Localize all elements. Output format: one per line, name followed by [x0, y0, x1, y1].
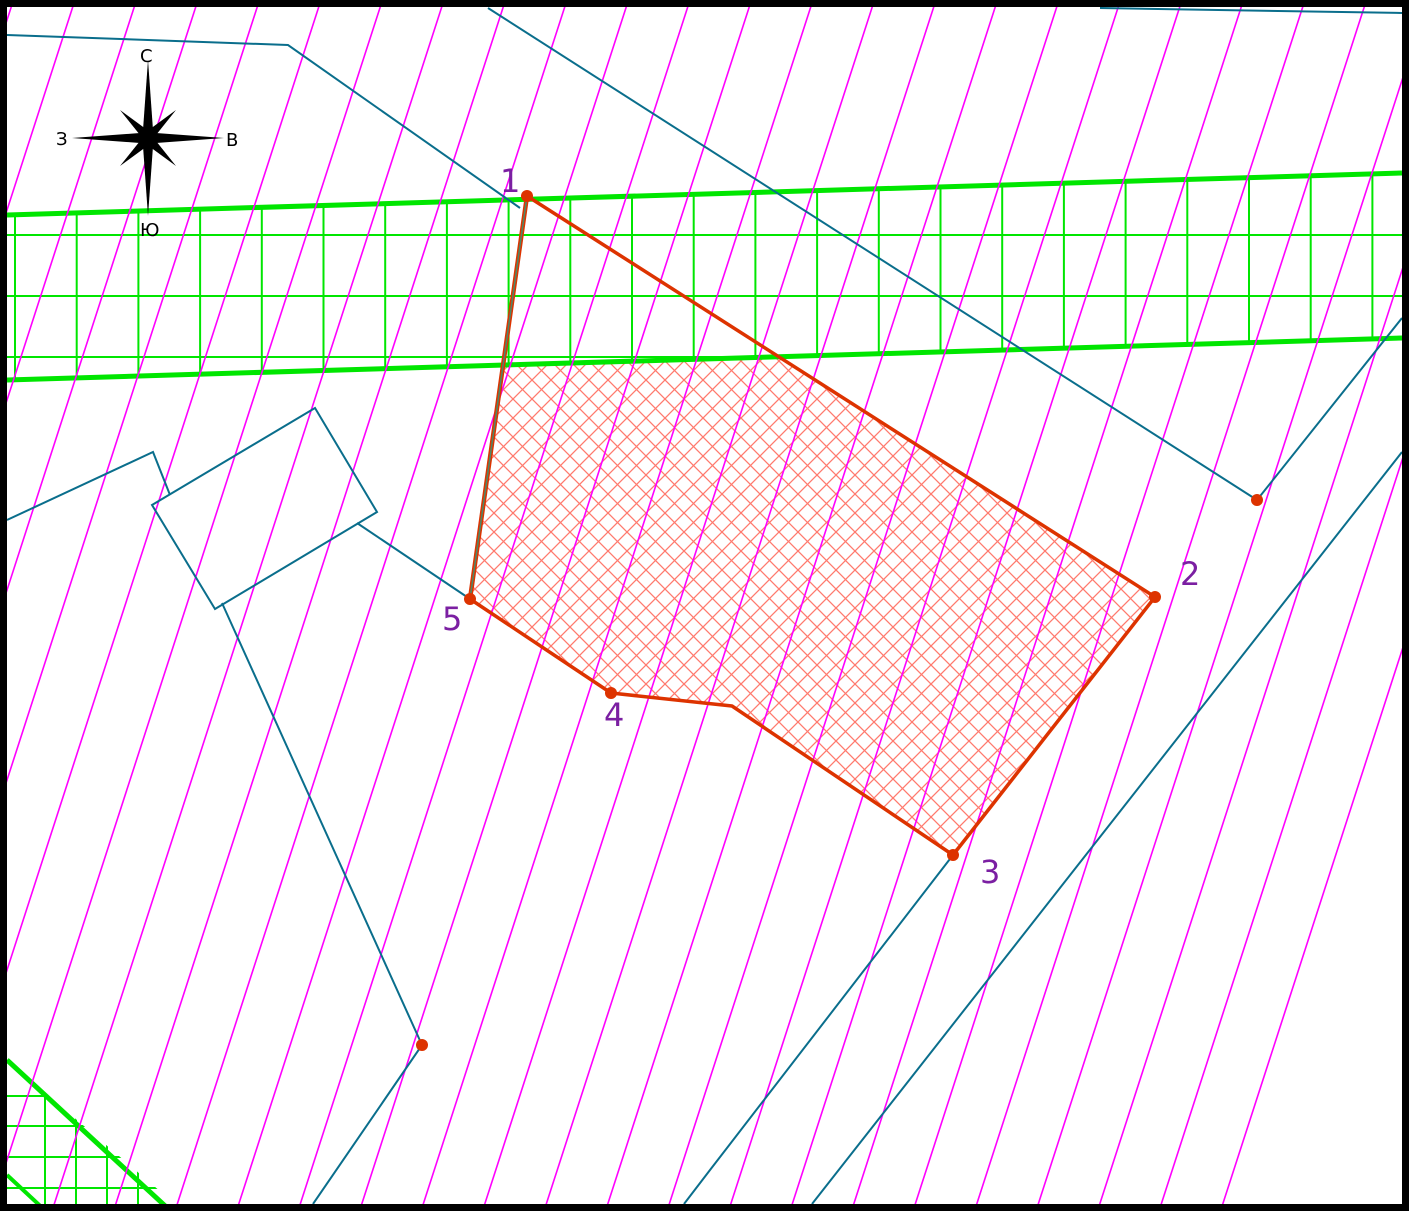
magenta-hatch-line	[7, 7, 197, 593]
magenta-hatch-line	[422, 7, 812, 1204]
magenta-hatch-line	[176, 7, 566, 1204]
magenta-hatch-line	[7, 7, 259, 783]
vertex-label-3: 3	[980, 853, 1000, 891]
neighbor-boundary-southwest	[221, 602, 424, 1204]
compass-south-label: Ю	[140, 220, 159, 241]
compass-west-label: З	[56, 129, 68, 150]
magenta-hatch-line	[7, 7, 382, 1163]
neighbor-boundary-west	[7, 450, 171, 521]
parcel-outline	[467, 194, 1157, 857]
vertex-labels: 1 2 3 4 5	[442, 162, 1200, 891]
compass-north-label: С	[140, 46, 153, 67]
magenta-hatch-line	[914, 7, 1304, 1204]
neighbor-boundary-upper-east	[487, 7, 1258, 501]
neighbor-boundary-road-outer	[811, 451, 1402, 1204]
vertex-point-4[interactable]	[605, 687, 617, 699]
magenta-hatch-line	[852, 7, 1243, 1204]
magenta-hatch-line	[1221, 647, 1402, 1204]
vertex-label-4: 4	[604, 696, 624, 734]
magenta-hatch-line	[114, 7, 505, 1204]
vertex-label-2: 2	[1180, 555, 1200, 593]
green-zone-corner	[7, 1058, 175, 1204]
parcel-boundary	[469, 194, 1157, 857]
magenta-hatch-line	[7, 7, 136, 403]
vertex-label-5: 5	[442, 600, 462, 638]
vertex-point-1[interactable]	[521, 190, 533, 202]
neighbor-boundary-link	[356, 522, 471, 600]
neighbor-boundary-east-stub	[1256, 317, 1402, 501]
building-outline	[150, 406, 379, 611]
magenta-hatch-line	[975, 7, 1366, 1204]
magenta-hatch-line	[483, 7, 874, 1204]
magenta-hatch-line	[7, 7, 320, 973]
neighbor-boundary-road-inner	[683, 854, 954, 1204]
magenta-hatch-line	[729, 7, 1120, 1204]
vertex-point-5[interactable]	[464, 593, 476, 605]
vertex-point-3[interactable]	[947, 849, 959, 861]
neighbor-boundary-top-right	[1099, 7, 1402, 14]
magenta-hatch-line	[7, 7, 74, 213]
magenta-hatch-line	[791, 7, 1181, 1204]
vertex-label-1: 1	[500, 162, 520, 200]
magenta-hatch-line	[1037, 77, 1402, 1204]
magenta-hatch-line	[668, 7, 1058, 1204]
compass-east-label: В	[226, 130, 238, 151]
magenta-hatch-line	[606, 7, 997, 1204]
compass-rose-icon: С Ю З В	[56, 46, 238, 241]
neighbor-point-east[interactable]	[1251, 494, 1263, 506]
point-markers	[416, 190, 1263, 1051]
magenta-hatch-line	[360, 7, 751, 1204]
magenta-hatch-line	[53, 7, 443, 1204]
vertex-point-2[interactable]	[1149, 591, 1161, 603]
magenta-hatch-line	[545, 7, 935, 1204]
magenta-hatch-line	[1098, 267, 1402, 1204]
neighbor-point-south[interactable]	[416, 1039, 428, 1051]
neighbor-boundary-north	[7, 34, 521, 209]
magenta-hatch-line	[1160, 457, 1402, 1204]
magenta-hatch-line	[299, 7, 689, 1204]
magenta-hatch-line	[237, 7, 628, 1204]
